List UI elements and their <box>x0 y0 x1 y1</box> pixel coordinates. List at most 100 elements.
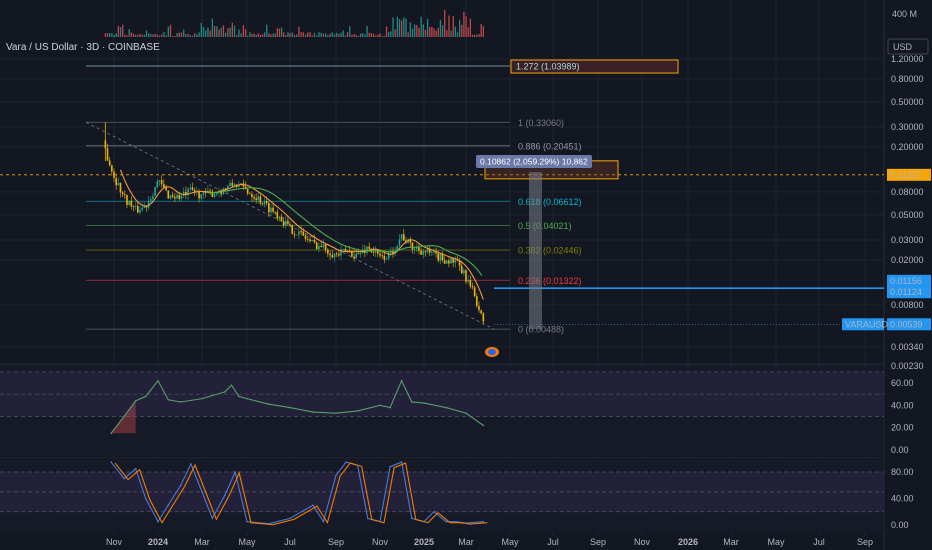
volume-bar-79 <box>276 28 279 37</box>
candle-125 <box>377 251 379 254</box>
candle-94 <box>309 239 311 242</box>
volume-bar-167 <box>467 27 469 37</box>
volume-bar-138 <box>405 18 407 37</box>
volume-bar-69 <box>255 34 257 37</box>
stoch-point-18 <box>345 461 347 463</box>
volume-bar-82 <box>283 32 285 37</box>
volume-bar-109 <box>342 30 344 37</box>
candle-16 <box>139 209 141 213</box>
volume-bar-76 <box>270 34 272 37</box>
stoch-point-11 <box>234 471 236 473</box>
volume-bar-134 <box>396 16 399 37</box>
volume-bar-156 <box>444 9 446 37</box>
volume-bar-28 <box>165 35 167 37</box>
candle-81 <box>280 216 283 222</box>
time-tick-14: Mar <box>723 537 739 547</box>
volume-bar-49 <box>211 18 214 37</box>
rsi-point-5 <box>167 398 170 401</box>
volume-bar-65 <box>247 35 249 37</box>
candle-10 <box>126 195 128 205</box>
candle-141 <box>411 242 414 250</box>
candle-12 <box>130 200 133 207</box>
volume-bar-17 <box>141 34 143 37</box>
volume-bar-86 <box>291 32 293 37</box>
volume-bar-123 <box>372 33 375 37</box>
price-tick-4: 0.20000 <box>891 142 924 152</box>
volume-bar-23 <box>154 33 156 37</box>
volume-bar-36 <box>183 29 185 37</box>
candle-57 <box>229 182 231 186</box>
ruler-measure <box>529 172 542 330</box>
volume-bar-62 <box>240 33 242 37</box>
volume-bar-54 <box>222 25 225 37</box>
rsi-point-7 <box>201 397 203 400</box>
volume-bar-22 <box>152 34 154 37</box>
volume-bar-56 <box>227 28 229 37</box>
candle-30 <box>169 195 172 199</box>
fib-label-6: 0.236 (0.01322) <box>518 276 582 286</box>
candle-43 <box>198 190 200 199</box>
rsi-layer <box>0 368 884 456</box>
candle-116 <box>357 253 360 255</box>
time-tick-4: Jul <box>284 537 296 547</box>
time-tick-17: Sep <box>857 537 873 547</box>
stoch-point-0 <box>110 461 112 463</box>
volume-bar-38 <box>187 33 189 37</box>
candle-165 <box>463 270 465 274</box>
rsi-point-8 <box>224 391 226 393</box>
fib-label-7: 0 (0.00488) <box>518 325 564 335</box>
volume-bar-47 <box>207 27 209 37</box>
time-tick-1: 2024 <box>148 537 168 547</box>
time-tick-2: Mar <box>194 537 210 547</box>
volume-bar-80 <box>278 28 281 37</box>
ma-slow-line <box>208 187 483 276</box>
volume-bar-63 <box>242 25 245 37</box>
volume-bar-162 <box>456 32 459 37</box>
volume-bar-9 <box>124 34 126 37</box>
volume-bar-92 <box>304 34 307 37</box>
price-badge-1 <box>887 274 931 287</box>
candle-173 <box>480 310 482 314</box>
volume-bar-5 <box>115 33 117 37</box>
volume-bar-8 <box>122 24 124 37</box>
volume-bar-88 <box>296 34 298 37</box>
candle-105 <box>333 253 336 258</box>
volume-bar-170 <box>474 34 476 37</box>
stoch-point-22 <box>389 465 391 468</box>
rsi-point-14 <box>312 411 314 413</box>
time-tick-13: 2026 <box>678 537 698 547</box>
candle-147 <box>424 250 427 252</box>
rsi-pane-bg <box>0 368 884 456</box>
volume-bar-53 <box>220 27 222 37</box>
volume-bar-42 <box>196 34 198 37</box>
candle-4 <box>113 171 115 179</box>
time-tick-3: May <box>238 537 256 547</box>
volume-bar-124 <box>375 35 377 37</box>
candle-75 <box>268 203 270 213</box>
volume-bar-136 <box>401 20 403 37</box>
candle-27 <box>163 184 165 188</box>
rsi-point-21 <box>423 402 425 404</box>
volume-bar-44 <box>200 23 202 37</box>
candle-2 <box>108 160 111 166</box>
time-tick-7: 2025 <box>414 537 434 547</box>
volume-bar-120 <box>366 25 368 37</box>
rsi-point-12 <box>268 403 270 406</box>
time-tick-5: Sep <box>328 537 344 547</box>
candle-146 <box>422 250 425 255</box>
stoch-point-16 <box>322 520 325 523</box>
volume-bar-154 <box>439 19 442 37</box>
stoch-point-12 <box>246 520 248 523</box>
stoch-point-23 <box>400 461 403 463</box>
volume-bar-51 <box>216 26 218 37</box>
candle-39 <box>189 187 192 189</box>
volume-bar-164 <box>461 24 463 37</box>
volume-bar-151 <box>433 28 435 37</box>
stoch-point-30 <box>482 520 485 523</box>
volume-bar-126 <box>379 33 381 37</box>
volume-bar-46 <box>205 30 207 37</box>
candle-8 <box>121 192 124 195</box>
candle-32 <box>174 197 176 199</box>
candle-79 <box>276 212 279 219</box>
